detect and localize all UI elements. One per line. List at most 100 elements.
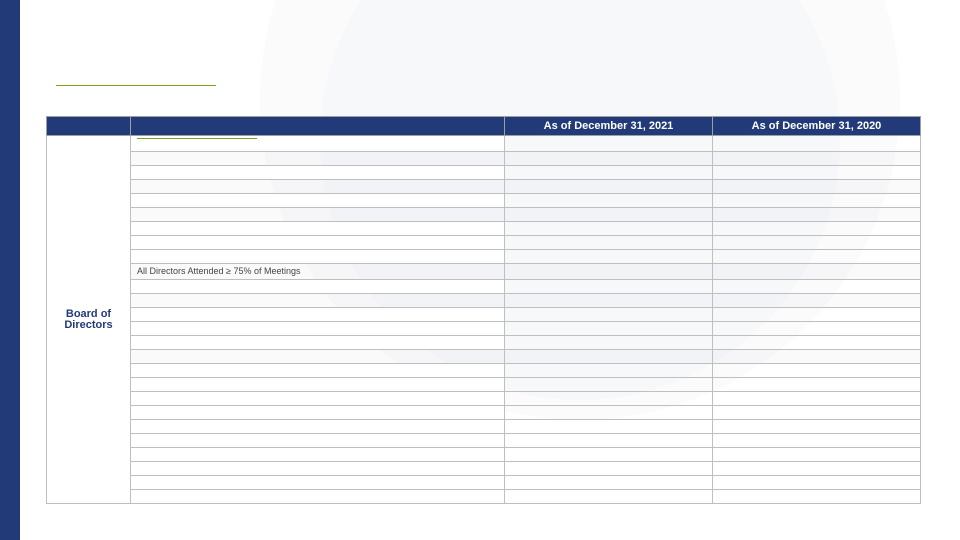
value-2021	[505, 250, 713, 264]
value-2020	[713, 322, 921, 336]
metric-cell	[131, 476, 505, 490]
header-2021: As of December 31, 2021	[505, 117, 713, 136]
value-2021	[505, 236, 713, 250]
table-row	[47, 250, 921, 264]
value-2021	[505, 294, 713, 308]
header-blank-2	[131, 117, 505, 136]
table-row	[47, 350, 921, 364]
value-2020	[713, 136, 921, 152]
section-title-underline	[56, 85, 216, 86]
value-2021	[505, 308, 713, 322]
metric-cell	[131, 322, 505, 336]
table-row	[47, 152, 921, 166]
value-2020	[713, 406, 921, 420]
metric-cell	[131, 364, 505, 378]
metric-cell	[131, 308, 505, 322]
table-row	[47, 462, 921, 476]
metric-cell	[131, 406, 505, 420]
value-2021	[505, 280, 713, 294]
value-2021	[505, 448, 713, 462]
value-2020	[713, 434, 921, 448]
metric-cell	[131, 180, 505, 194]
value-2020	[713, 294, 921, 308]
table-row	[47, 294, 921, 308]
value-2020	[713, 308, 921, 322]
header-2020: As of December 31, 2020	[713, 117, 921, 136]
value-2021	[505, 222, 713, 236]
value-2021	[505, 420, 713, 434]
value-2020	[713, 180, 921, 194]
table-body: Board of DirectorsAll Directors Attended…	[47, 136, 921, 504]
table-row	[47, 490, 921, 504]
table-row	[47, 280, 921, 294]
metric-cell	[131, 236, 505, 250]
left-margin-bar	[0, 0, 20, 540]
value-2020	[713, 490, 921, 504]
table-row: Board of Directors	[47, 136, 921, 152]
value-2020	[713, 462, 921, 476]
table-row: All Directors Attended ≥ 75% of Meetings	[47, 264, 921, 280]
metric-cell	[131, 136, 505, 152]
table-row	[47, 476, 921, 490]
value-2020	[713, 194, 921, 208]
table-row	[47, 448, 921, 462]
value-2020	[713, 280, 921, 294]
metric-cell	[131, 222, 505, 236]
value-2021	[505, 392, 713, 406]
metric-cell	[131, 152, 505, 166]
value-2020	[713, 448, 921, 462]
value-2021	[505, 208, 713, 222]
table-row	[47, 364, 921, 378]
metric-cell	[131, 208, 505, 222]
value-2020	[713, 166, 921, 180]
value-2020	[713, 264, 921, 280]
value-2021	[505, 264, 713, 280]
category-cell: Board of Directors	[47, 136, 131, 504]
value-2021	[505, 336, 713, 350]
value-2020	[713, 476, 921, 490]
table-row	[47, 434, 921, 448]
table-row	[47, 392, 921, 406]
value-2020	[713, 336, 921, 350]
metric-cell	[131, 462, 505, 476]
value-2021	[505, 406, 713, 420]
table: As of December 31, 2021 As of December 3…	[46, 116, 921, 504]
value-2020	[713, 236, 921, 250]
value-2021	[505, 350, 713, 364]
metric-cell	[131, 392, 505, 406]
header-blank-1	[47, 117, 131, 136]
metric-cell	[131, 336, 505, 350]
metric-cell	[131, 294, 505, 308]
value-2020	[713, 364, 921, 378]
value-2020	[713, 350, 921, 364]
value-2020	[713, 378, 921, 392]
metric-cell	[131, 194, 505, 208]
metric-cell	[131, 490, 505, 504]
metric-underline	[137, 138, 257, 139]
table-row	[47, 322, 921, 336]
value-2020	[713, 250, 921, 264]
value-2020	[713, 392, 921, 406]
table-row	[47, 180, 921, 194]
table-row	[47, 406, 921, 420]
value-2021	[505, 322, 713, 336]
value-2021	[505, 152, 713, 166]
value-2020	[713, 420, 921, 434]
table-row	[47, 208, 921, 222]
table-row	[47, 166, 921, 180]
value-2021	[505, 136, 713, 152]
value-2020	[713, 152, 921, 166]
value-2021	[505, 166, 713, 180]
metric-cell	[131, 420, 505, 434]
table-row	[47, 222, 921, 236]
table-row	[47, 378, 921, 392]
table-row	[47, 420, 921, 434]
metric-cell	[131, 166, 505, 180]
value-2021	[505, 194, 713, 208]
metric-cell	[131, 280, 505, 294]
value-2021	[505, 364, 713, 378]
table-row	[47, 336, 921, 350]
table-row	[47, 194, 921, 208]
table-row	[47, 308, 921, 322]
value-2021	[505, 378, 713, 392]
